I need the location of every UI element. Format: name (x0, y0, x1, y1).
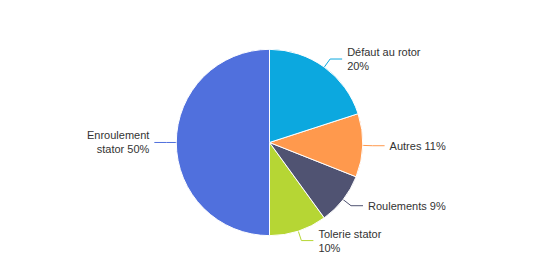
svg-text:Autres 11%: Autres 11% (390, 140, 446, 152)
svg-text:20%: 20% (347, 60, 369, 72)
svg-text:Tolerie stator: Tolerie stator (318, 228, 381, 240)
svg-text:Enroulement: Enroulement (87, 129, 149, 141)
svg-text:Roulements 9%: Roulements 9% (368, 200, 446, 212)
svg-text:stator 50%: stator 50% (97, 143, 150, 155)
svg-text:Défaut au rotor: Défaut au rotor (347, 46, 421, 58)
svg-text:10%: 10% (318, 242, 340, 254)
